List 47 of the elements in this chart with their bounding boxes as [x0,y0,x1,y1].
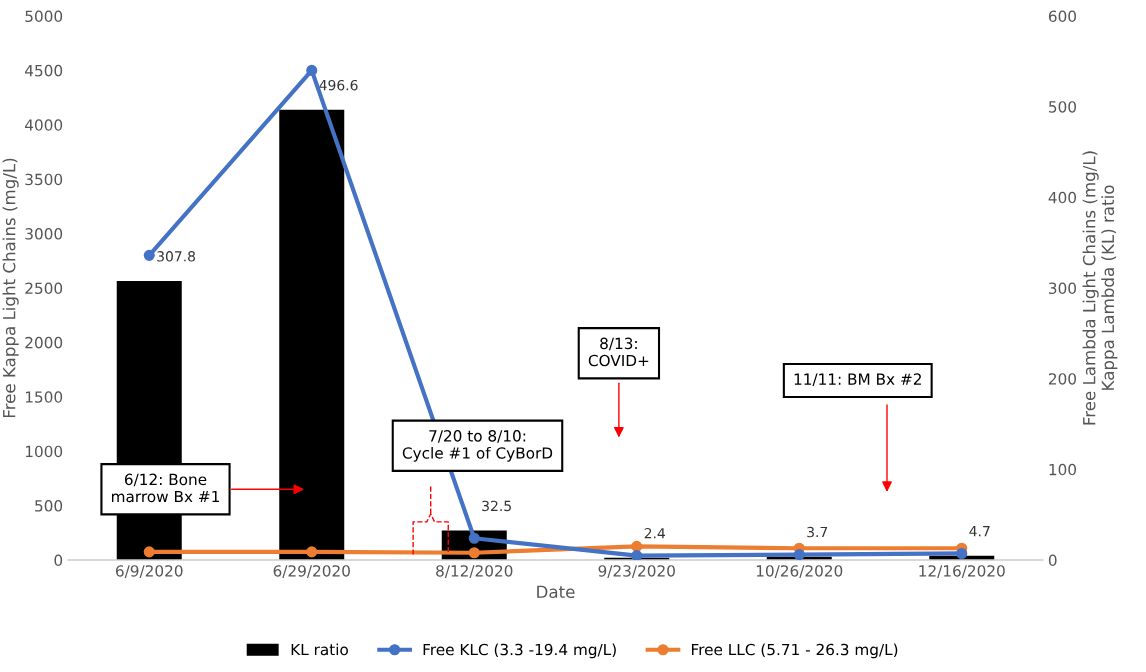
data-label: 4.7 [969,526,990,537]
annotation: 7/20 to 8/10: Cycle #1 of CyBorD [402,430,553,462]
x-tick-label: 10/26/2020 [756,565,843,578]
point [306,64,318,76]
y-axis-title: Free Kappa Light Chains (mg/L) [2,158,19,418]
data-label: 3.7 [807,526,828,538]
bar [279,109,345,560]
x-tick-label: 12/16/2020 [919,565,1005,578]
y2-tick-label: 100 [1049,463,1077,476]
data-label: 2.4 [644,527,665,539]
x-axis-title: Date [537,585,575,599]
annotation: 6/12: Bone marrow Bx #1 [111,473,219,503]
data-label: 307.8 [157,251,196,262]
y2-tick-label: 400 [1048,191,1077,204]
y-tick-label: 0 [54,554,63,567]
x-tick-label: 6/29/2020 [273,565,350,578]
y-tick-label: 1000 [25,445,63,458]
data-label: 32.5 [482,500,511,512]
y2-tick-label: 200 [1048,373,1077,385]
point [143,249,155,261]
y2-tick-label: 300 [1049,282,1077,295]
y2-tick-label: 0 [1048,554,1057,567]
legend-label: Free LLC (5.71 - 26.3 mg/L) [691,643,898,659]
data-label: 496.6 [319,79,358,91]
y2-tick-label: 500 [1049,101,1077,113]
y-tick-label: 4500 [25,64,63,77]
x-tick-label: 8/12/2020 [436,565,513,578]
x-tick-label: 9/23/2020 [598,565,675,578]
point [468,532,480,544]
annotation: 11/11: BM Bx #2 [794,373,921,387]
y-tick-label: 3500 [25,173,63,186]
point [631,550,643,560]
y-tick-label: 500 [35,500,63,512]
y2-tick-label: 600 [1048,10,1077,23]
y-tick-label: 1500 [25,391,63,403]
point [793,549,805,560]
y-tick-label: 2500 [25,282,63,295]
legend-label: Free KLC (3.3 -19.4 mg/L) [423,643,616,659]
y-tick-label: 5000 [25,10,63,23]
point [956,547,968,560]
y-tick-label: 3000 [25,228,63,240]
y-tick-label: 4000 [25,119,63,131]
y-tick-label: 2000 [25,336,63,349]
annotation: 8/13: COVID+ [588,337,649,367]
x-tick-label: 6/9/2020 [116,565,183,578]
y2-axis-title: Free Lambda Light Chains (mg/L) Kappa Lambda (KL) ratio [1082,151,1118,425]
legend-label: KL ratio [291,643,348,656]
